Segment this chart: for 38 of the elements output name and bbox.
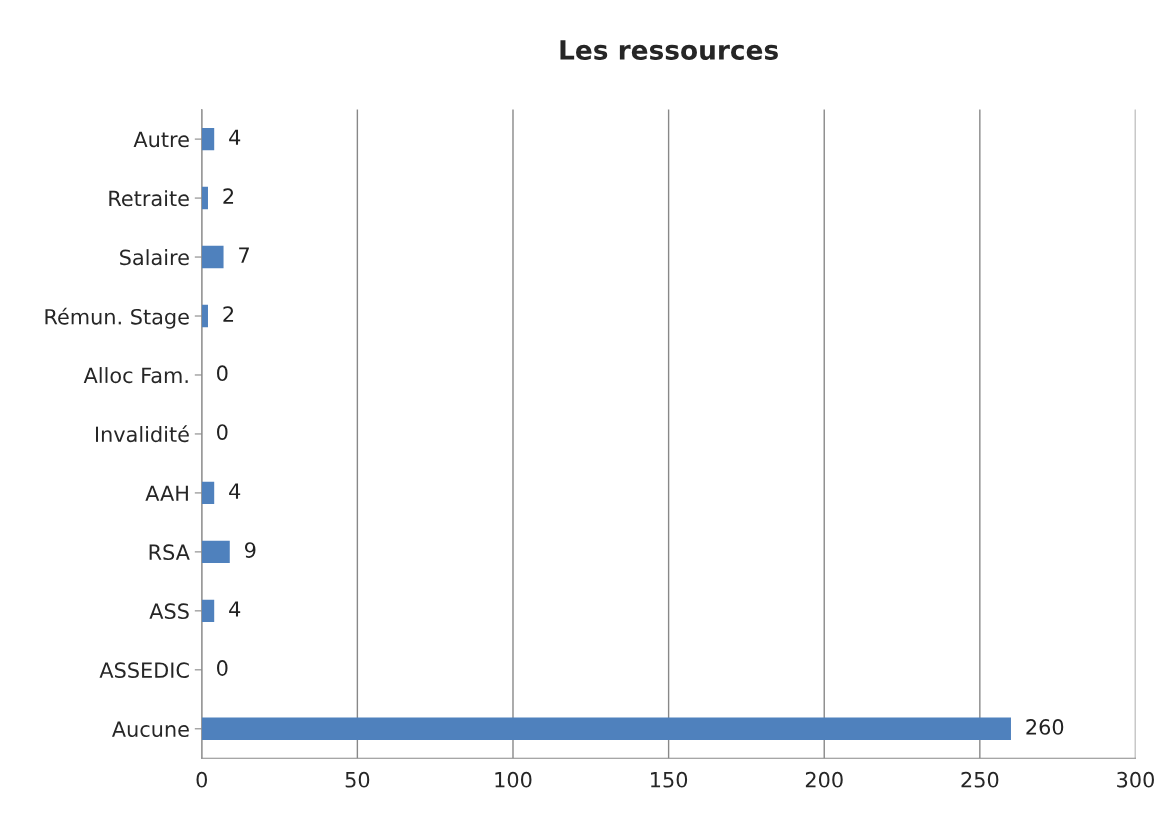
- data-label: 0: [217, 424, 228, 440]
- data-label: 260: [1026, 719, 1064, 735]
- x-tick-label: 200: [805, 771, 843, 788]
- data-label: 0: [217, 660, 228, 676]
- y-tick-label: Alloc Fam.: [83, 367, 188, 384]
- data-label: 0: [217, 365, 228, 382]
- bar: [201, 540, 230, 564]
- bar: [201, 304, 208, 328]
- bar: [201, 717, 1011, 741]
- bar: [201, 599, 215, 623]
- y-tick-label: ASS: [149, 603, 189, 620]
- y-tick-label: RSA: [149, 544, 190, 561]
- bar: [201, 186, 208, 210]
- x-tick-label: 0: [196, 771, 207, 788]
- y-tick-label: Salaire: [120, 249, 189, 266]
- data-label: 4: [229, 129, 241, 145]
- data-label: 7: [239, 247, 249, 263]
- data-label: 4: [229, 483, 241, 499]
- data-label: 2: [223, 306, 234, 322]
- x-tick-label: 100: [495, 771, 532, 788]
- bar: [201, 127, 215, 151]
- bar: [201, 245, 224, 269]
- y-tick-label: Autre: [133, 131, 189, 148]
- y-tick-label: Retraite: [109, 190, 189, 207]
- x-tick-label: 150: [651, 771, 688, 788]
- y-tick-label: Invalidité: [95, 425, 189, 443]
- y-tick-label: AAH: [145, 485, 188, 501]
- y-tick-label: ASSEDIC: [99, 662, 189, 679]
- data-label: 4: [229, 601, 241, 617]
- data-label: 9: [244, 542, 256, 558]
- x-tick-label: 50: [345, 771, 370, 788]
- y-tick-label: Rémun. Stage: [45, 307, 189, 329]
- x-tick-label: 300: [1117, 771, 1154, 788]
- x-tick-label: 250: [961, 771, 999, 788]
- bar: [201, 481, 215, 505]
- chart-title: Les ressources: [560, 40, 778, 60]
- y-tick-label: Aucune: [111, 721, 189, 738]
- data-label: 2: [223, 188, 234, 204]
